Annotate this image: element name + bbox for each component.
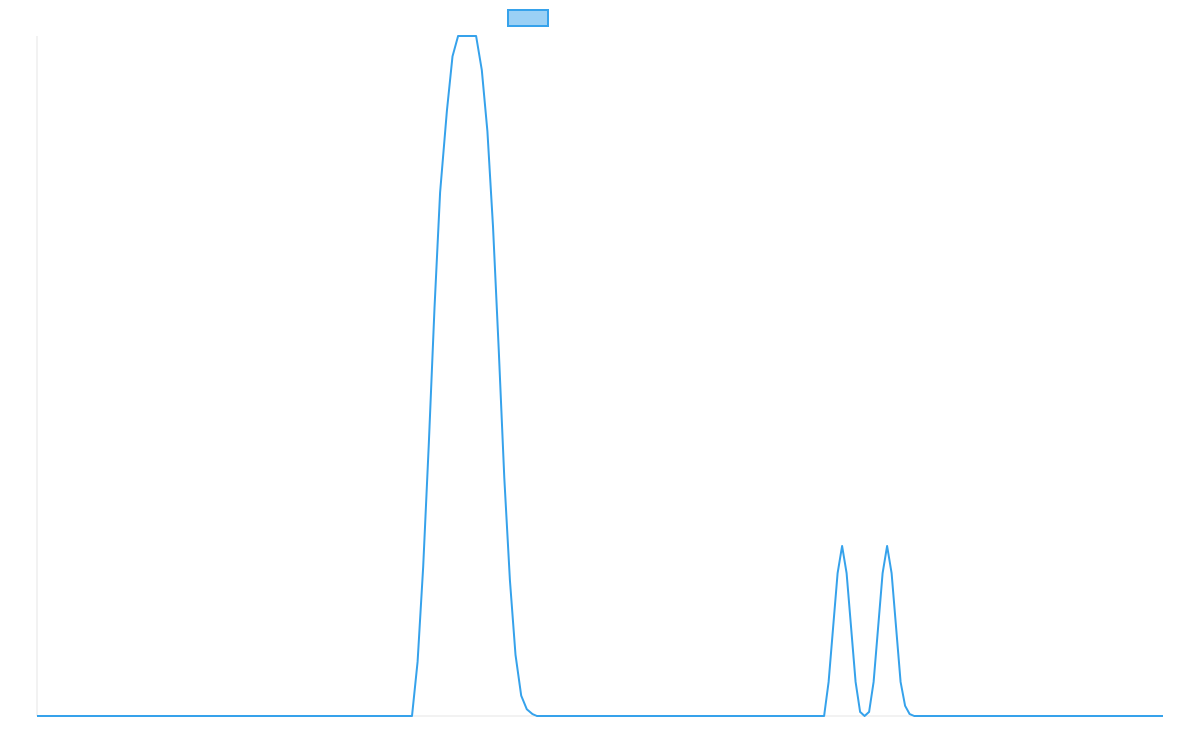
legend-swatch[interactable] [507,9,549,27]
axes [36,36,1163,717]
legend [507,9,549,27]
series-layer [37,35,1163,717]
series-line [37,35,1163,717]
